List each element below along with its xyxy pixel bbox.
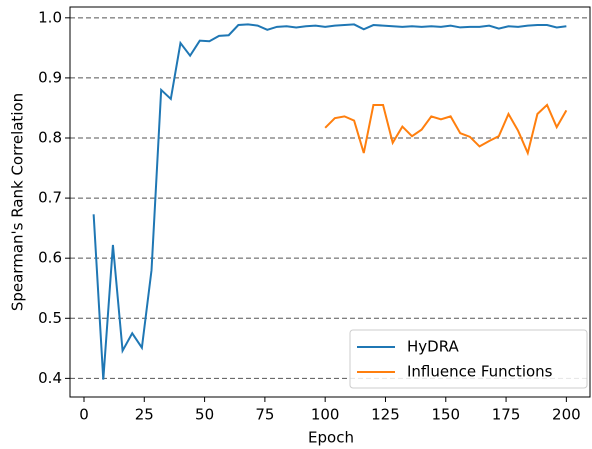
x-tick-label: 100 xyxy=(311,406,340,424)
x-tick-label: 50 xyxy=(195,406,214,424)
legend-box xyxy=(349,329,588,389)
y-tick-label: 0.8 xyxy=(38,129,62,147)
line-series xyxy=(324,103,568,157)
y-tick-label: 0.5 xyxy=(38,309,62,327)
line-series xyxy=(92,23,567,380)
y-tick-label: 0.4 xyxy=(38,369,62,387)
y-tick-label: 0.6 xyxy=(38,249,62,267)
plot-frame xyxy=(69,6,591,398)
x-tick-label: 0 xyxy=(79,406,89,424)
y-tick-label: 1.0 xyxy=(38,8,62,26)
x-tick-label: 200 xyxy=(552,406,581,424)
y-tick-label: 0.7 xyxy=(38,189,62,207)
x-axis-label: Epoch xyxy=(308,429,354,447)
y-axis-label: Spearman's Rank Correlation xyxy=(9,93,27,311)
y-tick-label: 0.9 xyxy=(38,68,62,86)
x-tick-label: 125 xyxy=(371,406,400,424)
legend-label: HyDRA xyxy=(407,338,460,356)
x-tick-label: 25 xyxy=(135,406,154,424)
x-tick-label: 175 xyxy=(492,406,521,424)
x-tick-label: 150 xyxy=(431,406,460,424)
x-tick-label: 75 xyxy=(255,406,274,424)
legend-label: Influence Functions xyxy=(407,363,553,381)
